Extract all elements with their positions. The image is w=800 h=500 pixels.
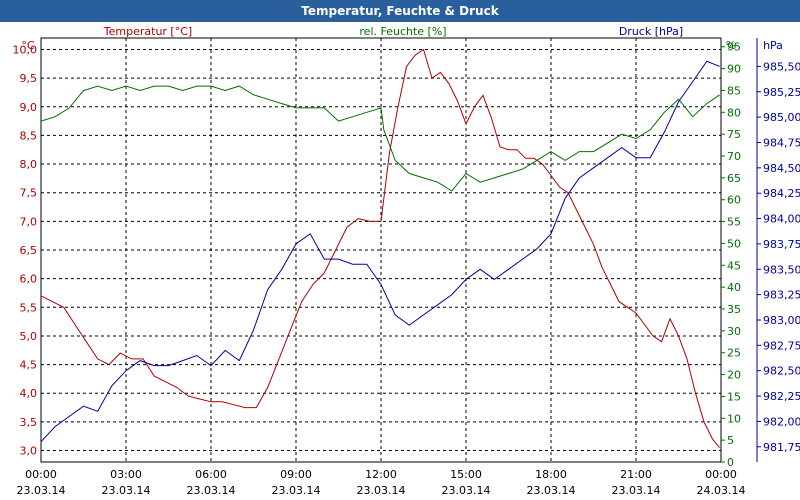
press-tick-label: 984,75 bbox=[763, 136, 800, 149]
temp-tick-label: 9,0 bbox=[20, 101, 38, 114]
press-tick-label: 983,00 bbox=[763, 314, 800, 327]
press-tick-label: 984,00 bbox=[763, 213, 800, 226]
x-tick-date-label: 23.03.14 bbox=[442, 484, 491, 497]
temp-tick-label: 4,0 bbox=[20, 387, 38, 400]
temp-tick-label: 8,5 bbox=[20, 129, 38, 142]
temp-tick-label: 5,0 bbox=[20, 330, 38, 343]
hum-unit-label: % bbox=[726, 39, 736, 52]
temp-tick-label: 3,0 bbox=[20, 445, 38, 458]
temp-tick-label: 7,0 bbox=[20, 215, 38, 228]
x-tick-time-label: 06:00 bbox=[195, 468, 227, 481]
temp-tick-label: 6,5 bbox=[20, 244, 38, 257]
temp-tick-label: 10,0 bbox=[13, 43, 38, 56]
temp-tick-label: 7,5 bbox=[20, 187, 38, 200]
press-tick-label: 982,50 bbox=[763, 365, 800, 378]
press-tick-label: 983,50 bbox=[763, 263, 800, 276]
temp-tick-label: 4,5 bbox=[20, 359, 38, 372]
press-tick-label: 982,75 bbox=[763, 339, 800, 352]
temp-tick-label: 8,0 bbox=[20, 158, 38, 171]
temp-unit-label: °C bbox=[21, 39, 35, 52]
hum-tick-label: 0 bbox=[727, 456, 734, 469]
x-tick-time-label: 00:00 bbox=[25, 468, 57, 481]
press-tick-label: 983,25 bbox=[763, 289, 800, 302]
chart-area: 00:00 23.03.14 03:00 23.03.14 06:00 23.03.14 0… bbox=[13, 25, 800, 497]
press-tick-label: 983,75 bbox=[763, 238, 800, 251]
hum-tick-label: 35 bbox=[727, 303, 741, 316]
axes: 00:00 23.03.14 03:00 23.03.14 06:00 23.03.14 0… bbox=[13, 25, 800, 497]
hum-tick-label: 5 bbox=[727, 434, 734, 447]
hum-tick-label: 65 bbox=[727, 172, 741, 185]
x-tick-date-label: 23.03.14 bbox=[102, 484, 151, 497]
press-tick-label: 982,00 bbox=[763, 415, 800, 428]
press-axis-title: Druck [hPa] bbox=[619, 25, 683, 38]
hum-tick-label: 85 bbox=[727, 84, 741, 97]
hum-tick-label: 80 bbox=[727, 106, 741, 119]
hum-tick-label: 10 bbox=[727, 412, 741, 425]
temp-tick-label: 6,0 bbox=[20, 273, 38, 286]
x-tick-time-label: 09:00 bbox=[280, 468, 312, 481]
x-tick-time-label: 12:00 bbox=[365, 468, 397, 481]
temp-tick-label: 9,5 bbox=[20, 72, 38, 85]
x-tick-time-label: 00:00 bbox=[705, 468, 737, 481]
press-tick-label: 984,25 bbox=[763, 187, 800, 200]
hum-tick-label: 70 bbox=[727, 150, 741, 163]
x-tick-time-label: 21:00 bbox=[620, 468, 652, 481]
press-unit-label: hPa bbox=[763, 39, 783, 52]
x-tick-time-label: 15:00 bbox=[450, 468, 482, 481]
x-tick-date-label: 24.03.14 bbox=[697, 484, 746, 497]
hum-tick-label: 50 bbox=[727, 237, 741, 250]
press-tick-label: 981,75 bbox=[763, 441, 800, 454]
press-tick-label: 982,25 bbox=[763, 390, 800, 403]
hum-tick-label: 20 bbox=[727, 369, 741, 382]
hum-tick-label: 60 bbox=[727, 194, 741, 207]
temp-tick-label: 3,5 bbox=[20, 416, 38, 429]
hum-tick-label: 30 bbox=[727, 325, 741, 338]
x-tick-date-label: 23.03.14 bbox=[357, 484, 406, 497]
temp-axis-title: Temperatur [°C] bbox=[103, 25, 192, 38]
humidity-line bbox=[40, 85, 720, 192]
x-tick-date-label: 23.03.14 bbox=[17, 484, 66, 497]
x-tick-date-label: 23.03.14 bbox=[527, 484, 576, 497]
temperature-line bbox=[40, 48, 720, 449]
temp-tick-label: 5,5 bbox=[20, 301, 38, 314]
hum-tick-label: 90 bbox=[727, 63, 741, 76]
press-tick-label: 984,50 bbox=[763, 162, 800, 175]
press-tick-label: 985,25 bbox=[763, 86, 800, 99]
hum-axis-title: rel. Feuchte [%] bbox=[359, 25, 446, 38]
hum-tick-label: 25 bbox=[727, 347, 741, 360]
hum-tick-label: 45 bbox=[727, 259, 741, 272]
hum-tick-label: 75 bbox=[727, 128, 741, 141]
hum-tick-label: 55 bbox=[727, 216, 741, 229]
press-tick-label: 985,50 bbox=[763, 60, 800, 73]
x-tick-date-label: 23.03.14 bbox=[272, 484, 321, 497]
x-tick-time-label: 18:00 bbox=[535, 468, 567, 481]
x-tick-date-label: 23.03.14 bbox=[187, 484, 236, 497]
window-title: Temperatur, Feuchte & Druck bbox=[0, 0, 800, 22]
press-tick-label: 985,00 bbox=[763, 111, 800, 124]
x-tick-time-label: 03:00 bbox=[110, 468, 142, 481]
hum-tick-label: 40 bbox=[727, 281, 741, 294]
hum-tick-label: 95 bbox=[727, 41, 741, 54]
x-tick-date-label: 23.03.14 bbox=[612, 484, 661, 497]
pressure-line bbox=[40, 60, 720, 443]
hum-tick-label: 15 bbox=[727, 390, 741, 403]
series-layer bbox=[40, 48, 720, 449]
